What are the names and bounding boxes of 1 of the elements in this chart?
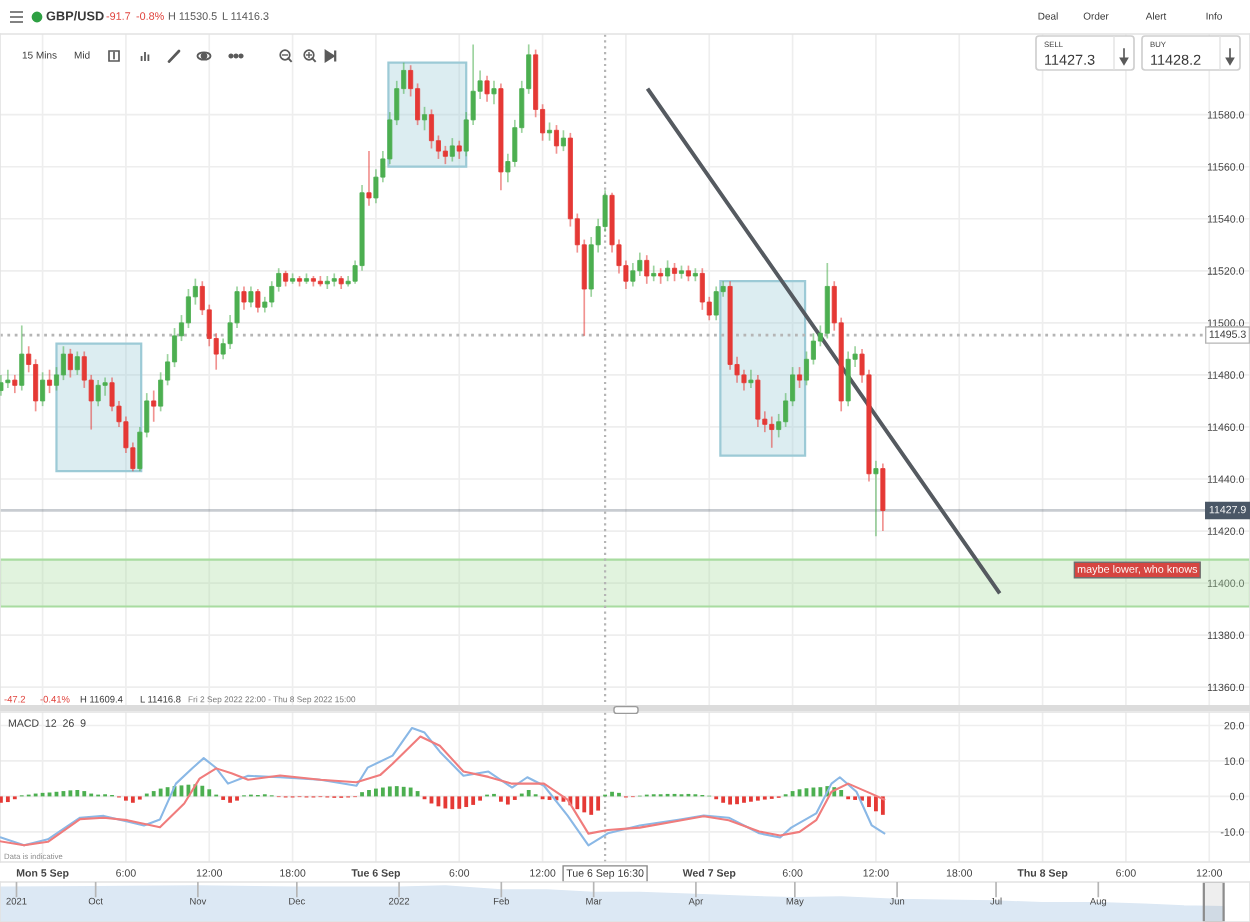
candlestick <box>324 275 330 290</box>
